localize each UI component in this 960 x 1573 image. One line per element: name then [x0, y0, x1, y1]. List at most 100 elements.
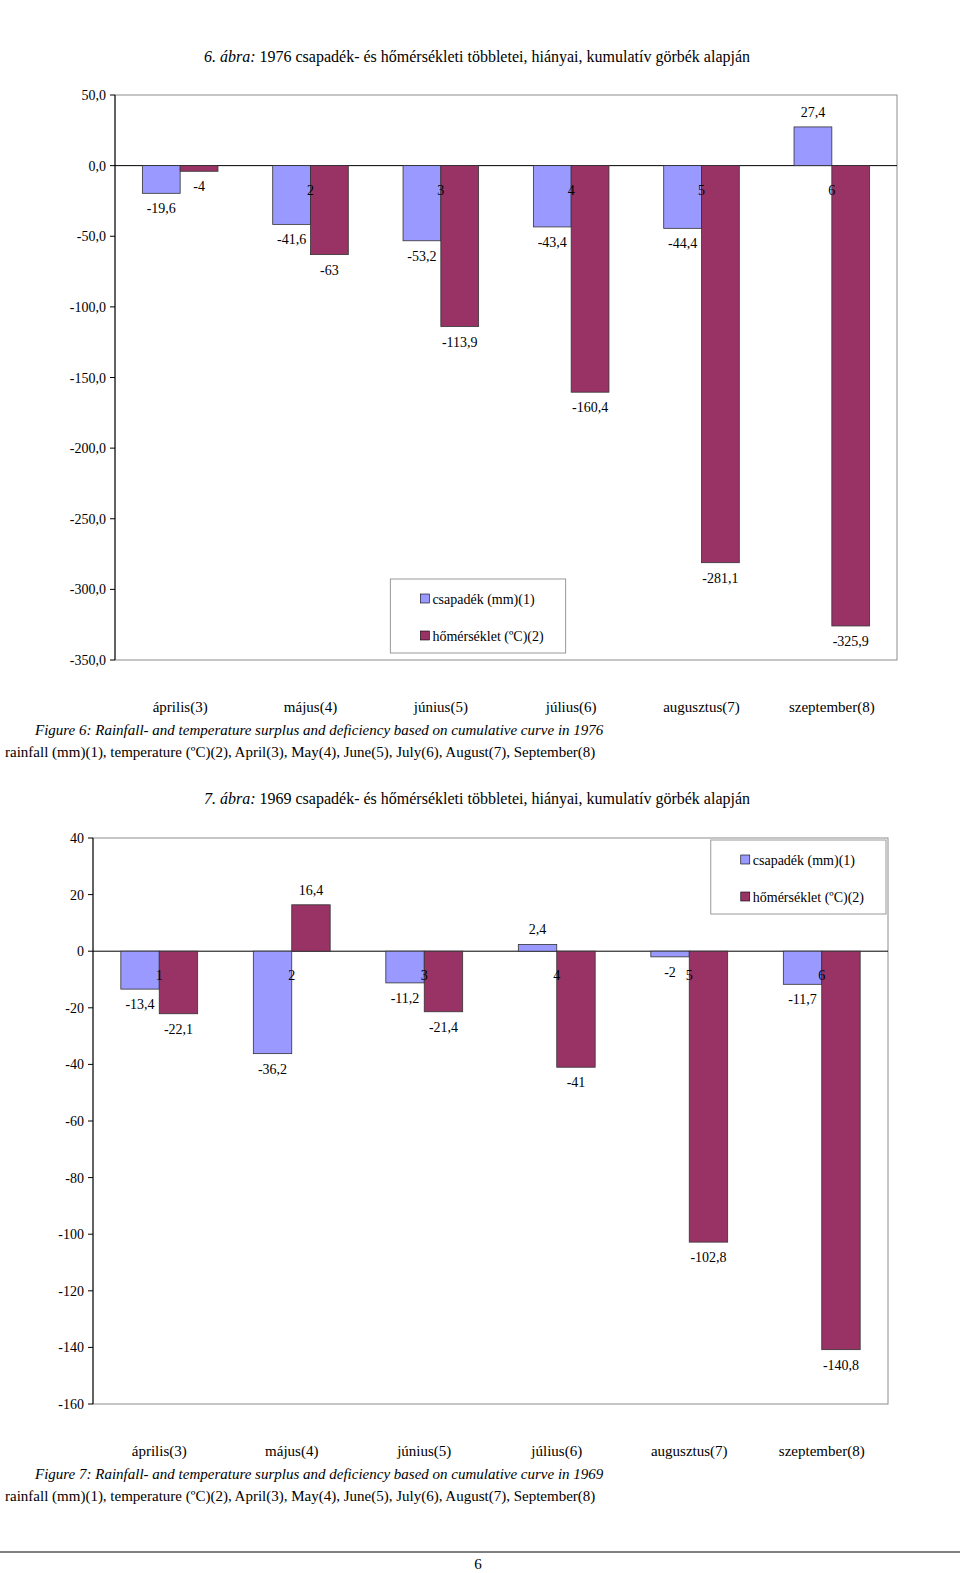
bar: [664, 166, 702, 229]
y-tick: [110, 95, 115, 96]
y-tick-label: -120: [58, 1284, 84, 1299]
y-tick: [88, 1404, 93, 1405]
category-label: július(6): [545, 699, 597, 716]
plot-frame: [115, 95, 897, 660]
bar: [557, 951, 595, 1067]
legend-box: [390, 579, 565, 653]
caption-note: rainfall (mm)(1), temperature (ºC)(2), A…: [5, 744, 595, 761]
data-label: -13,4: [125, 997, 154, 1012]
y-tick-label: -60: [65, 1114, 84, 1129]
category-label: július(6): [530, 1443, 582, 1460]
data-label: 16,4: [299, 883, 324, 898]
data-label: -36,2: [258, 1062, 287, 1077]
bar: [441, 166, 479, 327]
category-number: 6: [818, 968, 825, 983]
y-tick-label: -150,0: [70, 371, 106, 386]
bars: [93, 905, 888, 1350]
bar: [292, 905, 330, 951]
y-tick-label: -40: [65, 1057, 84, 1072]
y-tick: [88, 894, 93, 895]
y-tick-label: -300,0: [70, 582, 106, 597]
chart-title: 7. ábra: 1969 csapadék- és hőmérsékleti …: [204, 790, 750, 808]
data-label: -11,2: [391, 991, 420, 1006]
legend-swatch: [420, 594, 429, 603]
y-tick-label: 20: [70, 888, 84, 903]
legend-label: hőmérséklet (ºC)(2): [432, 629, 544, 645]
category-number: 3: [437, 183, 444, 198]
data-label: -113,9: [442, 335, 478, 350]
legend-label: hőmérséklet (ºC)(2): [753, 890, 865, 906]
category-label: szeptember(8): [789, 699, 875, 716]
category-number: 3: [421, 968, 428, 983]
y-tick: [88, 1121, 93, 1122]
y-tick: [110, 518, 115, 519]
bar: [273, 166, 311, 225]
y-tick-label: -100: [58, 1227, 84, 1242]
data-label: -2: [664, 965, 676, 980]
bar: [159, 951, 197, 1014]
category-label: június(5): [396, 1443, 451, 1460]
y-tick: [88, 1064, 93, 1065]
data-label: -43,4: [538, 235, 567, 250]
y-tick: [110, 165, 115, 166]
title-prefix: 7. ábra:: [204, 790, 256, 807]
data-label: -4: [193, 179, 205, 194]
y-tick-label: -350,0: [70, 653, 106, 668]
title-text: 1969 csapadék- és hőmérsékleti többletei…: [256, 790, 751, 808]
bar: [386, 951, 424, 983]
y-tick-label: -250,0: [70, 512, 106, 527]
bar: [253, 951, 291, 1053]
y-tick: [110, 236, 115, 237]
bar: [571, 166, 609, 393]
data-label: 2,4: [529, 922, 547, 937]
chart: 6. ábra: 1976 csapadék- és hőmérsékleti …: [5, 48, 897, 761]
y-tick-label: -140: [58, 1340, 84, 1355]
zero-axis: [115, 165, 897, 166]
data-label: -11,7: [788, 992, 817, 1007]
y-tick-label: -80: [65, 1171, 84, 1186]
category-number: 5: [698, 183, 705, 198]
legend: csapadék (mm)(1) hőmérséklet (ºC)(2): [711, 840, 886, 914]
caption: Figure 7: Rainfall- and temperature surp…: [34, 1466, 604, 1482]
bar: [794, 127, 832, 166]
category-number: 6: [828, 183, 835, 198]
bar: [424, 951, 462, 1012]
bar: [832, 166, 870, 626]
y-tick-label: 0: [77, 944, 84, 959]
category-number: 2: [288, 968, 295, 983]
category-label: június(5): [413, 699, 468, 716]
y-tick-label: 50,0: [82, 88, 107, 103]
y-tick: [88, 1290, 93, 1291]
y-tick-label: -160: [58, 1397, 84, 1412]
y-tick-label: -200,0: [70, 441, 106, 456]
category-number: 4: [568, 183, 575, 198]
bar: [180, 166, 218, 172]
legend: csapadék (mm)(1)hőmérséklet (ºC)(2): [390, 579, 565, 653]
category-number: 4: [553, 968, 560, 983]
y-tick: [88, 1347, 93, 1348]
category-label: április(3): [153, 699, 208, 716]
plot-frame: [93, 838, 888, 1404]
y-tick: [110, 377, 115, 378]
y-tick: [110, 589, 115, 590]
data-label: 27,4: [801, 105, 826, 120]
bar: [121, 951, 159, 989]
data-labels: -19,6-41,6-53,2-43,4-44,427,4-4-63-113,9…: [147, 105, 869, 649]
data-label: -63: [320, 263, 339, 278]
zero-axis: [93, 951, 888, 952]
category-label: május(4): [284, 699, 337, 716]
data-label: -22,1: [164, 1022, 193, 1037]
category-label: május(4): [265, 1443, 318, 1460]
bar: [783, 951, 821, 984]
caption: Figure 6: Rainfall- and temperature surp…: [34, 722, 604, 738]
category-label: szeptember(8): [779, 1443, 865, 1460]
page: 6. ábra: 1976 csapadék- és hőmérsékleti …: [0, 0, 960, 1573]
y-tick: [110, 448, 115, 449]
data-label: -160,4: [572, 400, 608, 415]
y-tick: [110, 306, 115, 307]
category-label: április(3): [132, 1443, 187, 1460]
legend-label: csapadék (mm)(1): [753, 853, 856, 869]
data-label: -41: [567, 1075, 586, 1090]
caption-note: rainfall (mm)(1), temperature (ºC)(2), A…: [5, 1488, 595, 1505]
y-tick: [88, 838, 93, 839]
